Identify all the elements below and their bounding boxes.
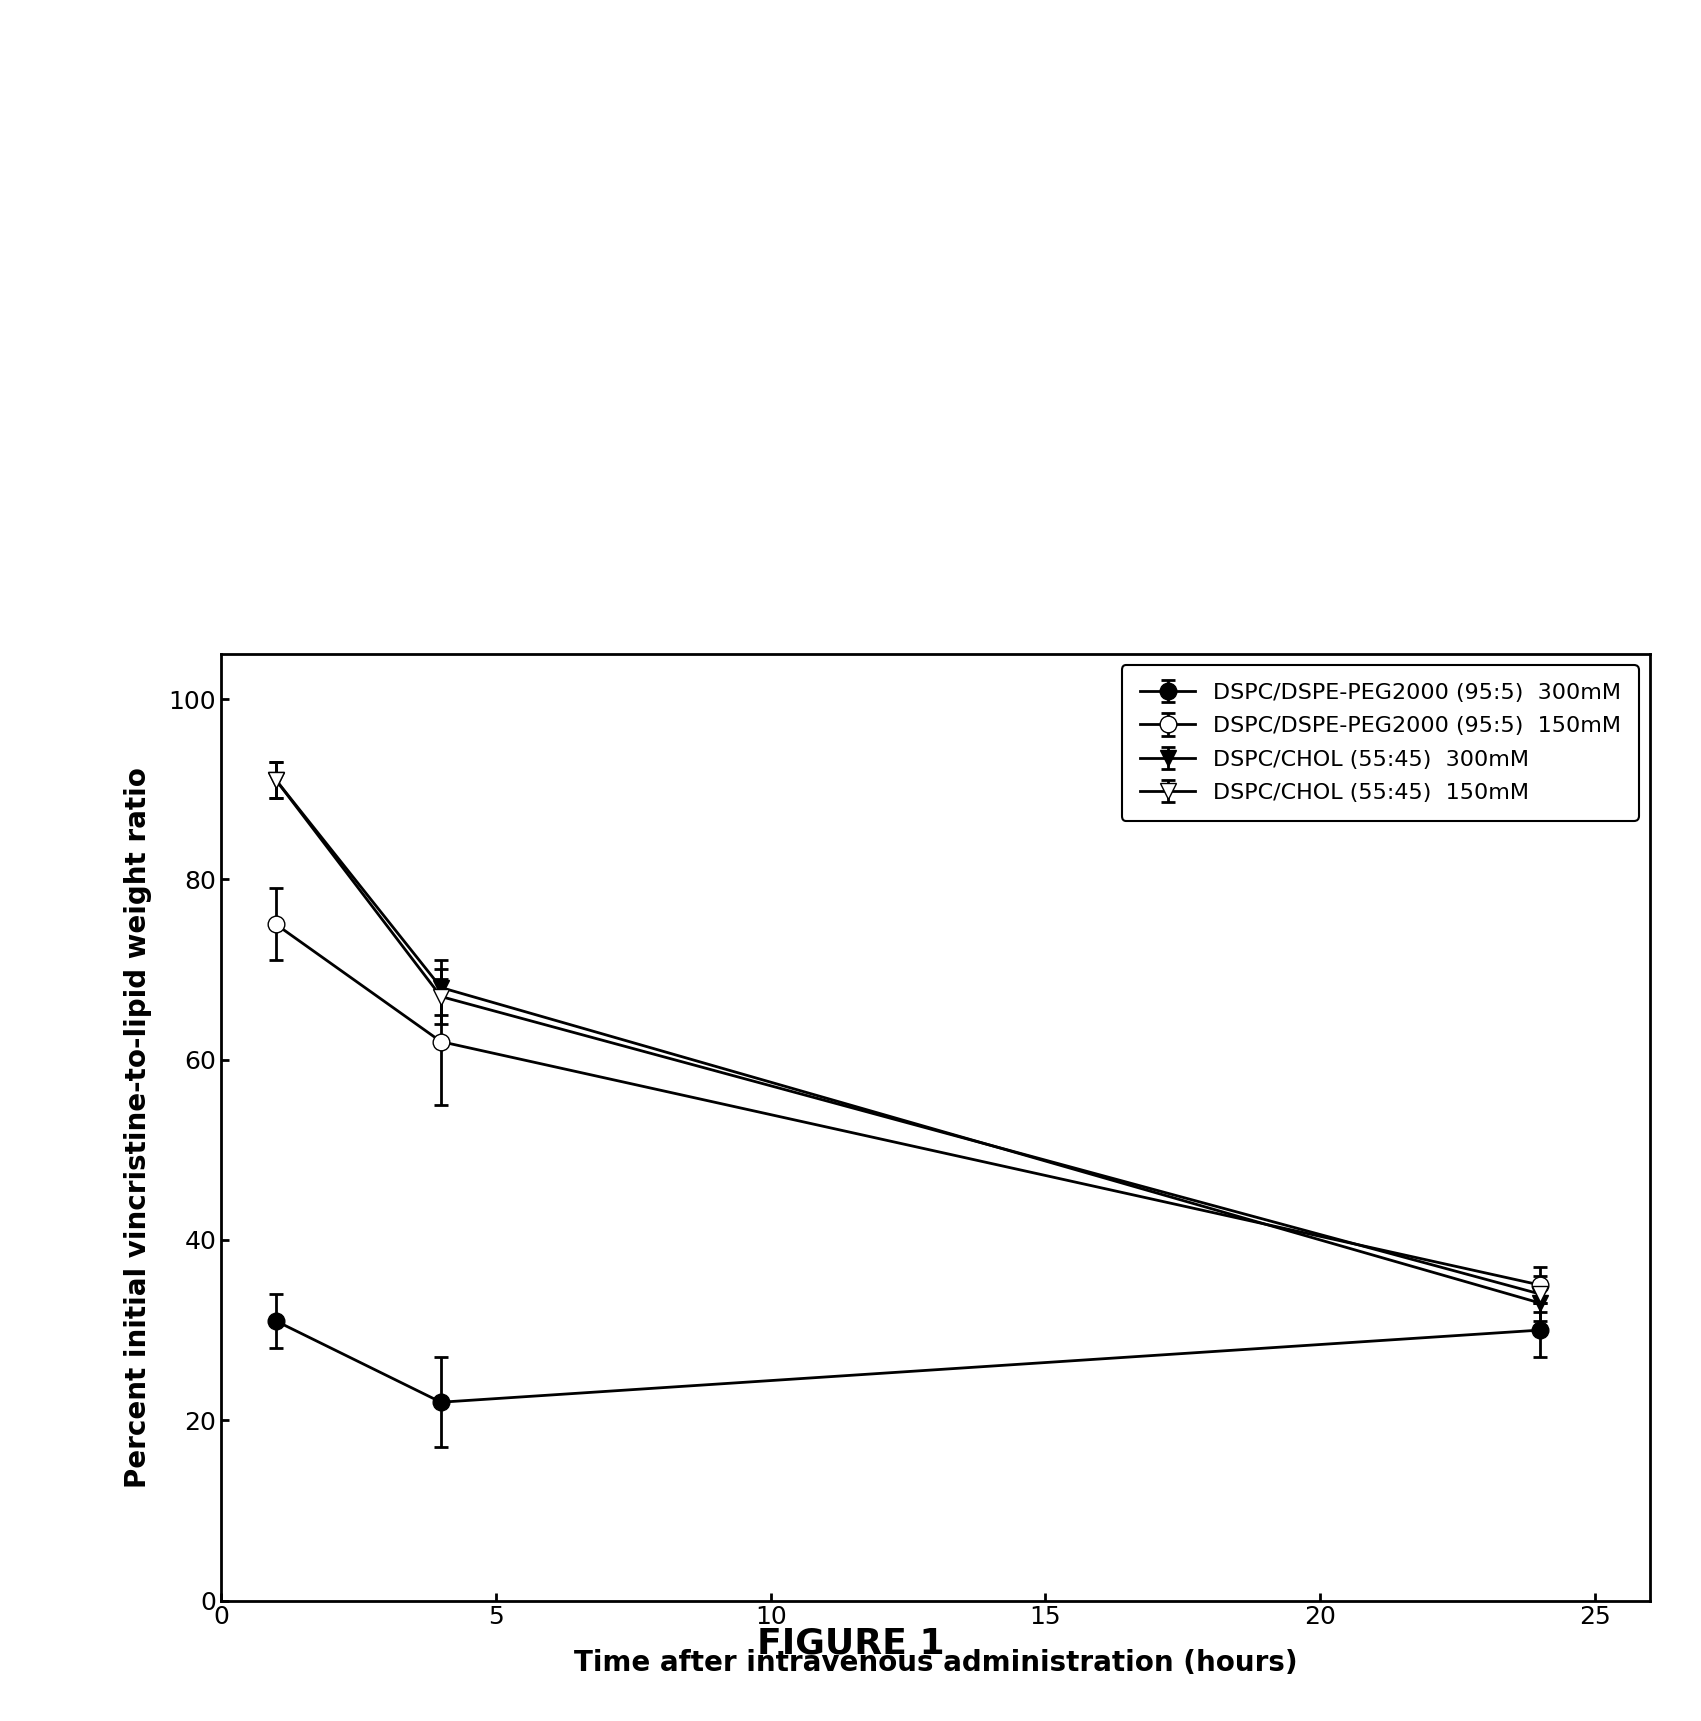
Legend: DSPC/DSPE-PEG2000 (95:5)  300mM, DSPC/DSPE-PEG2000 (95:5)  150mM, DSPC/CHOL (55:: DSPC/DSPE-PEG2000 (95:5) 300mM, DSPC/DSP… <box>1123 664 1638 821</box>
Text: FIGURE 1: FIGURE 1 <box>757 1626 944 1661</box>
Y-axis label: Percent initial vincristine-to-lipid weight ratio: Percent initial vincristine-to-lipid wei… <box>124 768 151 1487</box>
X-axis label: Time after intravenous administration (hours): Time after intravenous administration (h… <box>573 1649 1298 1676</box>
